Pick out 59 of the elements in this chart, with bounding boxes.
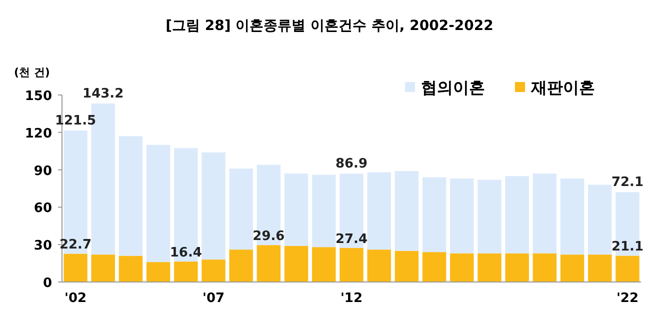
bar	[202, 260, 226, 282]
bar	[91, 254, 115, 282]
bar	[367, 250, 391, 282]
y-tick-label: 30	[34, 238, 52, 254]
x-tick-label: '07	[202, 291, 225, 306]
bar	[478, 180, 502, 254]
bar	[367, 172, 391, 250]
y-tick-label: 90	[34, 164, 52, 179]
bar	[340, 248, 364, 282]
y-tick-label: 120	[24, 126, 52, 142]
bar	[118, 136, 143, 256]
bar	[256, 245, 281, 282]
bar	[394, 250, 419, 282]
y-tick-label: 0	[42, 276, 52, 291]
bar	[616, 256, 640, 282]
bar	[229, 168, 253, 250]
bar	[118, 256, 143, 282]
total-label: 121.5	[54, 114, 96, 129]
legend-label: 재판이혼	[530, 78, 595, 97]
bar	[478, 253, 502, 282]
data-label: 27.4	[335, 232, 368, 247]
x-tick-label: '12	[340, 291, 363, 306]
data-label: 29.6	[252, 229, 285, 244]
bar	[146, 262, 170, 282]
bar	[450, 178, 474, 254]
bar	[312, 174, 336, 248]
total-label: 143.2	[82, 86, 124, 102]
bar	[64, 254, 88, 282]
bar	[422, 177, 446, 252]
bar	[174, 262, 198, 282]
y-axis-title: (천 건)	[14, 66, 50, 79]
legend-label: 협의이혼	[421, 78, 485, 97]
bar	[146, 144, 170, 262]
bar	[450, 253, 474, 282]
x-tick-label: '22	[616, 291, 639, 306]
data-label: 21.1	[611, 240, 644, 255]
bar	[560, 178, 584, 255]
total-label: 86.9	[335, 156, 368, 172]
bar	[422, 252, 446, 282]
bar	[284, 246, 308, 282]
bar	[394, 171, 419, 251]
bar	[312, 247, 336, 282]
x-tick-label: '02	[64, 291, 87, 306]
bar	[588, 184, 612, 255]
bar	[532, 174, 557, 254]
bar	[532, 253, 557, 282]
data-label: 16.4	[170, 246, 202, 261]
total-label: 72.1	[611, 175, 644, 190]
bar	[588, 254, 612, 282]
bar	[284, 174, 308, 246]
bar	[505, 253, 529, 282]
bar	[505, 176, 529, 254]
y-tick-label: 60	[34, 201, 52, 216]
bar	[202, 152, 226, 260]
y-tick-label: 150	[24, 89, 52, 104]
bar	[560, 254, 584, 282]
bar	[229, 250, 253, 282]
data-label: 22.7	[59, 238, 92, 253]
chart-title: [그림 28] 이혼종류별 이혼건수 추이, 2002-2022	[166, 18, 494, 34]
